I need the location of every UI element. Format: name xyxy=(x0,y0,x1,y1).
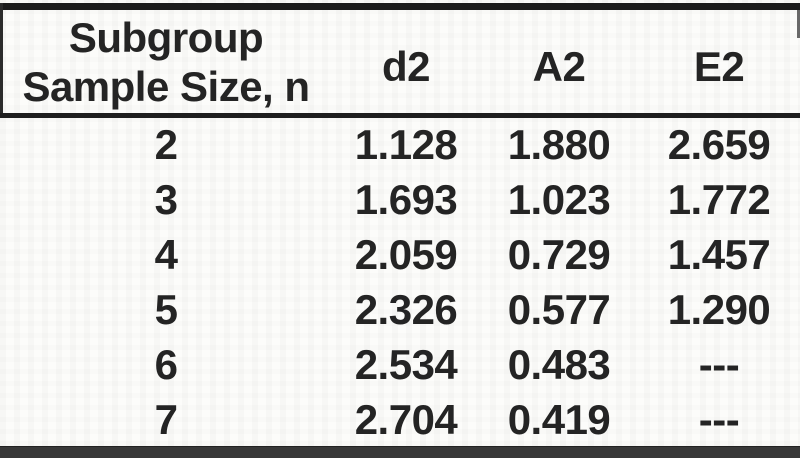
cell-e2: 1.457 xyxy=(667,231,771,279)
cell-a2: 0.577 xyxy=(507,285,611,333)
cell-e2: 1.290 xyxy=(667,285,771,333)
cell-d2: 2.704 xyxy=(354,395,458,443)
table-row: 5 2.326 0.577 1.290 xyxy=(0,282,800,337)
cell-n: 3 xyxy=(154,176,178,224)
table-header-rule xyxy=(0,113,800,118)
cell-d2: 1.693 xyxy=(354,176,458,224)
cell-a2: 1.023 xyxy=(507,176,611,224)
table-left-edge-fragment xyxy=(0,3,3,115)
cell-e2: --- xyxy=(698,395,740,443)
header-subgroup-line1: Subgroup xyxy=(68,13,264,61)
cell-e2: 1.772 xyxy=(667,176,771,224)
table-row: 4 2.059 0.729 1.457 xyxy=(0,228,800,283)
cell-a2: 0.729 xyxy=(507,231,611,279)
cell-d2: 2.326 xyxy=(354,285,458,333)
cell-n: 7 xyxy=(154,395,178,443)
cell-n: 6 xyxy=(154,340,178,388)
cell-d2: 2.534 xyxy=(354,340,458,388)
header-subgroup-sample-size: Subgroup Sample Size, n xyxy=(0,10,332,113)
header-subgroup-line2: Sample Size, n xyxy=(22,62,310,110)
table-row: 3 1.693 1.023 1.772 xyxy=(0,173,800,228)
cell-a2: 0.419 xyxy=(507,395,611,443)
header-a2: A2 xyxy=(532,42,586,90)
table-right-edge-fragment xyxy=(797,10,800,38)
table-row: 7 2.704 0.419 --- xyxy=(0,392,800,447)
cell-n: 2 xyxy=(154,121,178,169)
cell-n: 4 xyxy=(154,231,178,279)
table-body: 2 1.128 1.880 2.659 3 1.693 1.023 1.772 4 2.059 0.… xyxy=(0,118,800,447)
table-top-rule xyxy=(0,3,800,10)
cell-e2: 2.659 xyxy=(667,121,771,169)
cell-a2: 1.880 xyxy=(507,121,611,169)
header-e2: E2 xyxy=(693,42,745,90)
cell-e2: --- xyxy=(698,340,740,388)
table-row: 2 1.128 1.880 2.659 xyxy=(0,118,800,173)
header-d2: d2 xyxy=(381,42,431,90)
cell-n: 5 xyxy=(154,285,178,333)
table-row: 6 2.534 0.483 --- xyxy=(0,337,800,392)
table-bottom-rule xyxy=(0,446,800,458)
cell-d2: 1.128 xyxy=(354,121,458,169)
table-header-row: Subgroup Sample Size, n d2 A2 E2 xyxy=(0,10,800,113)
cell-d2: 2.059 xyxy=(354,231,458,279)
cell-a2: 0.483 xyxy=(507,340,611,388)
